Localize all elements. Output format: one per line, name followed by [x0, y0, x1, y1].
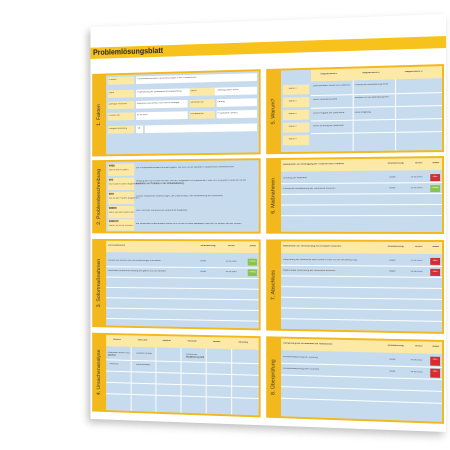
panel-immediate: 3. Sofortmaßnahmen Sofortmaßnahme Verant…: [92, 239, 260, 330]
table-header: Maßnahmen zur Beseitigung der Ursachen d…: [281, 158, 442, 171]
column-divider: [231, 349, 232, 414]
status-badge: erledigt: [248, 259, 257, 266]
table-cell: Schulung der Mitarbeiter: [283, 177, 307, 180]
table-cell: Kunden und Vertrieb über die Abweichunge…: [108, 260, 161, 263]
column-divider: [180, 348, 181, 413]
facts-label-cell: Beteiligte Personen: [108, 101, 134, 109]
section-tab-measures: 6. Maßnahmen: [266, 158, 281, 234]
status-badge: erledigt: [248, 269, 257, 276]
section-tab-root-cause: 4. Ursachenanalyse: [92, 333, 106, 412]
section-tab-why: 5. Warum?: [266, 69, 281, 155]
table-cell: 06.02.2023: [411, 271, 423, 274]
status-badge: erledigt: [430, 185, 440, 192]
table-cell: Regelmäßige Überprüfung der Dokumente ei…: [283, 270, 336, 273]
panel-measures: 6. Maßnahmen Maßnahmen zur Beseitigung d…: [266, 156, 444, 234]
description-question: Was Was ist das Problem?: [108, 163, 134, 176]
why-label: Warum?: [283, 135, 309, 145]
description-answer: Meldung kam von Kunden aus dem Vertrieb,…: [136, 179, 257, 185]
status-badge: offen: [430, 369, 440, 378]
table-cell: Müller: [389, 371, 395, 374]
table-cell: Überprüfung der Dokumente durch zweite P…: [283, 259, 357, 262]
table-cell: Software veraltet: [136, 353, 152, 356]
facts-label-cell: Kontaktperson: [189, 111, 214, 119]
description-answer: Die verwendete Dokumentation wurde nicht…: [136, 223, 257, 226]
table-cell: 05.02.2023: [411, 260, 423, 263]
facts-label-cell: Freigabe Erstellung: [108, 126, 134, 134]
table-header: Maßnahmen zur Verhinderung von erneutem …: [281, 241, 442, 254]
status-badge: offen: [430, 258, 440, 265]
facts-date-cell[interactable]: Meeting Datum & Zeit: [217, 87, 257, 96]
facts-label-cell: Problem: [108, 77, 134, 85]
status-badge: offen: [430, 357, 440, 366]
column-divider: [353, 80, 354, 151]
facts-label-cell: Gemeldet von: [189, 99, 214, 107]
facts-contact-cell[interactable]: Produktleiter Bereich: [217, 110, 257, 119]
section-tab-immediate: 3. Sofortmaßnahmen: [92, 239, 106, 327]
why-label: Warum?: [283, 122, 309, 132]
panel-review: 8. Überprüfung Überprüfung der Wirksamke…: [266, 336, 444, 424]
section-tab-review: 8. Überprüfung: [266, 336, 281, 418]
title-bar: Problemlösungsblatt: [90, 36, 446, 59]
table-cell: 30.01.2023: [411, 176, 423, 179]
status-badge: offen: [430, 174, 440, 181]
page-title: Problemlösungsblatt: [93, 46, 163, 57]
description-question: Warum Warum ist es ein Problem?: [108, 219, 134, 230]
description-question: Wie Wie ist das Problem aufgetreten?: [108, 192, 134, 204]
panel-root-cause: 4. Ursachenanalyse Mensch Maschine Mater…: [92, 333, 260, 418]
panel-why: 5. Warum? Hauptursache 1 Hauptursache 2 …: [266, 64, 444, 154]
table-cell: Zeitdruck: [110, 363, 119, 366]
table-cell: Mayer: [389, 271, 395, 274]
facts-approved-cell[interactable]: Ja: [136, 125, 143, 133]
panel-completion: 7. Abschluss Maßnahmen zur Verhinderung …: [266, 239, 444, 333]
table-cell: Müller: [389, 176, 395, 179]
description-question: Wann Wann trat das Problem auf?: [108, 206, 134, 218]
section-tab-description: 2. Problembeschreibung: [92, 160, 106, 233]
immediate-body: [106, 241, 259, 329]
column-divider: [395, 79, 396, 150]
facts-label-cell: Datum: [189, 88, 214, 96]
description-answer: Intern bei einer Stichprobe der Dokument…: [136, 209, 257, 212]
table-cell: 22.02.2023: [411, 371, 423, 374]
table-cell: 31.01.2023: [411, 187, 423, 190]
table-cell: Müller: [200, 271, 206, 274]
table-cell: 20.02.2023: [411, 359, 423, 362]
facts-reported-cell[interactable]: Leitung: [217, 98, 257, 107]
table-cell: 23.01.2023: [226, 260, 237, 263]
section-tab-completion: 7. Abschluss: [266, 239, 281, 330]
worksheet: Problemlösungsblatt 1. Fakten Problem Pr…: [90, 14, 446, 432]
section-tab-facts: 1. Fakten: [92, 74, 106, 157]
table-cell: Mayer: [389, 260, 395, 263]
table-cell: Müller: [200, 260, 206, 263]
panel-facts: 1. Fakten Problem Produktdokumentation h…: [92, 69, 260, 156]
description-question: Wo Wo ist das Problem aufgetreten?: [108, 178, 134, 190]
table-cell: Prozess der Aktualisierung der Dokumente…: [283, 188, 336, 191]
why-label: Warum?: [283, 84, 309, 94]
table-cell: Mitarbeiter wurden nicht geschult: [108, 352, 131, 358]
facts-status-cell[interactable]: 20.01.2023: [136, 111, 188, 120]
table-cell: Müller: [389, 359, 395, 362]
row-divider: [281, 215, 442, 216]
table-cell: 24.01.2023: [226, 271, 237, 274]
facts-involved-cell[interactable]: Mitarbeiter aus Bereich und interne Bete…: [136, 100, 188, 109]
table-cell: Fehlerhafte Dokumente vorläufig korrigie…: [108, 270, 166, 273]
column-divider: [155, 347, 156, 412]
facts-label-cell: Name: [108, 90, 134, 98]
why-label: Warum?: [283, 97, 309, 107]
table-cell: Dokumentation: [136, 364, 150, 367]
table-cell: Müller: [389, 187, 395, 190]
status-badge: offen: [430, 269, 440, 276]
facts-label-cell: Problem am: [108, 112, 134, 120]
why-label: Warum?: [283, 110, 309, 120]
panel-description: 2. Problembeschreibung Was Was ist das Pr…: [92, 158, 260, 233]
table-header: Sofortmaßnahme Verantwortung Termin Stat…: [106, 241, 259, 253]
column-divider: [131, 347, 132, 411]
column-divider: [206, 348, 207, 413]
